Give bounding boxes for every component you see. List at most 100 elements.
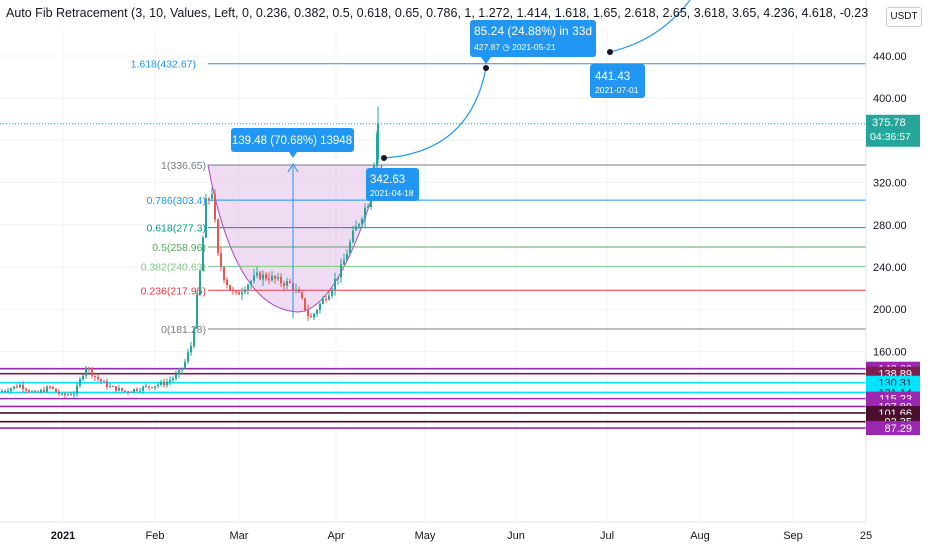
candle-body [316,310,318,314]
candle-body [253,275,255,282]
candle-body [73,393,75,395]
target-callout-value: 441.43 [595,71,630,83]
projection-point-end[interactable] [607,49,613,55]
measure-arrowhead [287,163,299,173]
fib-level-label: 0.618(277.3) [146,223,206,235]
fib-level-label: 1.618(432.67) [131,59,196,71]
candle-body [121,388,123,391]
candle-body [358,223,360,227]
candle-body [97,377,99,380]
candle-body [304,298,306,311]
candle-body [61,393,63,395]
candle-body [205,198,207,238]
candle-body [271,275,273,281]
y-tick-label: 320.00 [873,178,907,190]
candle-body [361,218,363,224]
x-tick-label: Feb [146,530,165,542]
measure-callout[interactable]: 139.48 (70.68%) 13948 [231,128,354,158]
breakout-callout-date: 2021-04-18 [370,188,414,198]
target-callout[interactable]: 441.43 2021-07-01 [590,64,645,98]
cup-pattern[interactable] [207,164,383,313]
candle-body [1,390,3,392]
projection-point-mid[interactable] [483,65,489,71]
candle-body [49,386,51,388]
candle-body [331,289,333,296]
candle-body [175,374,177,379]
candle-body [127,391,129,393]
candle-body [262,274,264,280]
candle-body [67,394,69,396]
support-levels[interactable] [0,367,866,429]
projection-point-start[interactable] [381,155,387,161]
currency-badge[interactable]: USDT [886,7,922,27]
candle-body [58,391,60,394]
candle-body [310,316,312,318]
candle-body [307,310,309,317]
fib-level-label: 0.236(217.95) [141,285,206,297]
candle-body [124,390,126,392]
candle-body [40,389,42,393]
candle-body [4,390,6,392]
x-tick-label: 25 [860,530,872,542]
projection-callout-value: 85.24 (24.88%) in 33d [474,24,592,38]
breakout-callout[interactable]: 342.63 2021-04-18 [366,168,419,201]
candle-body [322,298,324,304]
price-axis[interactable]: 440.00400.00360.00320.00280.00240.00200.… [865,0,920,522]
candle-body [319,303,321,311]
candle-body [214,194,216,220]
candle-body [346,254,348,261]
support-level-tag [866,421,920,436]
projection-callout-date: 427.87 ◷ 2021-05-21 [474,42,556,52]
candle-body [343,260,345,265]
indicator-title[interactable]: Auto Fib Retracement (3, 10, Values, Lef… [6,6,868,20]
candle-body [352,230,354,243]
candle-body [184,361,186,368]
candle-body [325,298,327,300]
candle-body [190,346,192,353]
candle-body [364,207,366,219]
candle-body [166,381,168,386]
candle-body [265,274,267,279]
chart-grid [62,30,794,522]
time-axis[interactable]: 2021 Feb Mar Apr May Jun Jul Aug Sep 25 [0,521,872,542]
candle-body [181,367,183,371]
candle-body [163,381,165,386]
x-tick-label: Apr [327,530,344,542]
candle-body [259,272,261,280]
projection-callout[interactable]: 85.24 (24.88%) in 33d 427.87 ◷ 2021-05-2… [470,20,596,64]
x-tick-label: May [415,530,436,542]
fib-level-label: 0.382(240.63) [141,261,206,273]
candle-body [43,389,45,392]
candle-body [256,272,258,276]
x-tick-label: Mar [230,530,249,542]
candle-body [13,386,15,389]
candle-body [82,375,84,380]
y-tick-label: 160.00 [873,346,907,358]
current-price-value: 375.78 [872,117,906,129]
fib-level-label: 1(336.65) [161,160,206,172]
projection-curve[interactable] [383,0,691,159]
candle-body [25,388,27,391]
candle-body [154,386,156,388]
candle-body [55,388,57,392]
y-tick-label: 200.00 [873,304,907,316]
candle-body [31,391,33,393]
candle-body [280,277,282,284]
candle-body [52,386,54,389]
candle-body [76,385,78,394]
candle-body [313,313,315,318]
candle-body [64,393,66,395]
candle-body [91,368,93,376]
x-tick-label: Jun [507,530,525,542]
candle-body [244,289,246,293]
candle-body [112,386,114,388]
candle-body [34,391,36,393]
candle-body [169,380,171,382]
candle-body [46,386,48,392]
candlestick-series[interactable] [1,106,379,398]
candle-body [235,291,237,293]
candle-body [220,253,222,268]
fib-level-label: 0.5(258.96) [152,242,206,254]
x-tick-label: Sep [783,530,803,542]
